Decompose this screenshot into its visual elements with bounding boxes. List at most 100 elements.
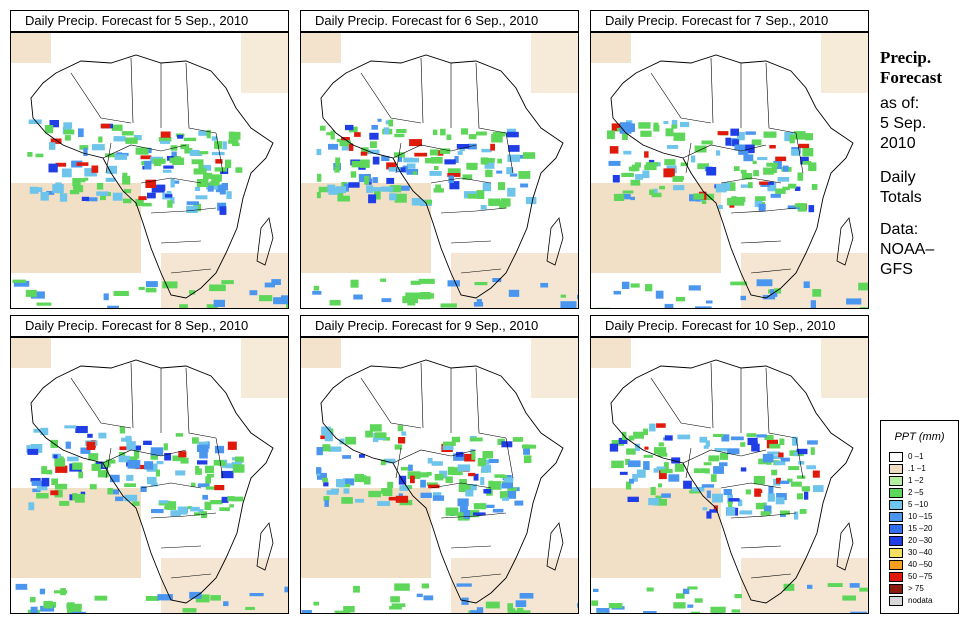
precip-cell [382,437,391,441]
precip-cell [388,167,401,172]
precip-cell [446,134,452,140]
precip-cell [621,172,634,177]
legend-swatch [889,463,903,474]
precip-cell [108,165,117,174]
legend-item: 10 –15 [889,511,932,522]
legend-swatch [889,535,903,546]
precip-cell [41,477,50,487]
legend-swatch [889,475,903,486]
precip-cell [705,440,710,447]
precip-cell [467,193,477,199]
precip-cell [372,156,380,165]
precip-cell [791,149,800,156]
precip-cell [195,594,210,603]
legend-item: nodata [889,595,932,606]
precip-cell [660,469,673,474]
precip-cell [377,118,382,122]
precip-cell [420,292,431,300]
precip-cell [158,137,172,142]
panel-title: Daily Precip. Forecast for 7 Sep., 2010 [590,10,869,32]
country-border [682,144,767,159]
precip-cell [78,128,84,138]
precip-cell [780,510,790,515]
precip-cell [364,175,370,185]
legend-item: 40 –50 [889,559,932,570]
precip-cell [221,496,229,503]
precip-cell [85,197,98,202]
precip-cell [203,172,213,180]
precip-cell [656,466,666,471]
precip-cell [499,491,508,499]
precip-cell [611,440,625,446]
country-border [130,57,134,124]
precip-cell [138,196,147,201]
precip-cell [671,124,678,129]
precip-cell [734,197,745,206]
issue-date-line-2: 2010 [880,135,916,152]
precip-cell [777,177,790,182]
precip-cell [643,461,650,470]
precip-cell [655,495,662,500]
precip-cell [630,283,640,288]
country-border [505,132,514,174]
precip-cell [763,167,774,175]
precip-cell [322,477,328,483]
legend-title: PPT (mm) [894,431,945,443]
precip-cell [204,465,214,474]
legend-label: 30 –40 [908,548,933,557]
precip-cell [382,488,393,496]
precip-cell [365,430,373,438]
dry-area [301,338,341,368]
precip-cell [734,144,746,151]
precip-cell [596,608,610,613]
precip-cell [171,151,177,157]
precip-cell [381,186,393,192]
precip-cell [411,198,421,206]
precip-cell [36,483,48,491]
precip-cell [664,303,674,308]
precip-cell [646,587,654,592]
precip-cell [622,132,628,140]
country-border [460,573,502,579]
precip-cell [345,124,354,131]
precip-cell [782,165,789,172]
precip-cell [802,161,812,165]
precip-cell [372,438,379,443]
precip-cell [802,147,814,157]
precip-cell [390,596,400,603]
precip-cell [640,130,652,137]
precip-cell [480,477,485,485]
precip-cell [458,484,471,492]
precip-cell [83,177,89,181]
precip-cell [350,279,359,288]
precip-cell [151,509,164,514]
precip-cell [664,159,676,166]
precip-cell [657,452,668,457]
dry-area [451,558,578,613]
dry-area [301,33,341,63]
country-border [795,132,804,174]
precip-cell [498,182,506,191]
precip-cell [767,451,781,455]
precip-cell [673,602,686,609]
precip-cell [743,154,754,162]
precip-cell [396,167,406,173]
precip-cell [711,474,717,482]
precip-cell [732,139,739,147]
precip-cell [227,441,237,450]
precip-cell [322,444,331,452]
country-border [505,437,514,479]
precip-cell [709,509,718,513]
country-border [215,437,224,479]
precip-cell [770,193,781,198]
precip-cell [51,478,58,485]
country-border [360,377,422,429]
precip-cell [643,611,657,613]
precip-cell [797,475,806,479]
precip-cell [105,459,116,464]
precip-cell [706,300,713,304]
precip-cell [494,474,505,478]
legend-item: 1 –2 [889,475,924,486]
precip-cell [214,167,227,172]
precip-cell [80,447,91,454]
